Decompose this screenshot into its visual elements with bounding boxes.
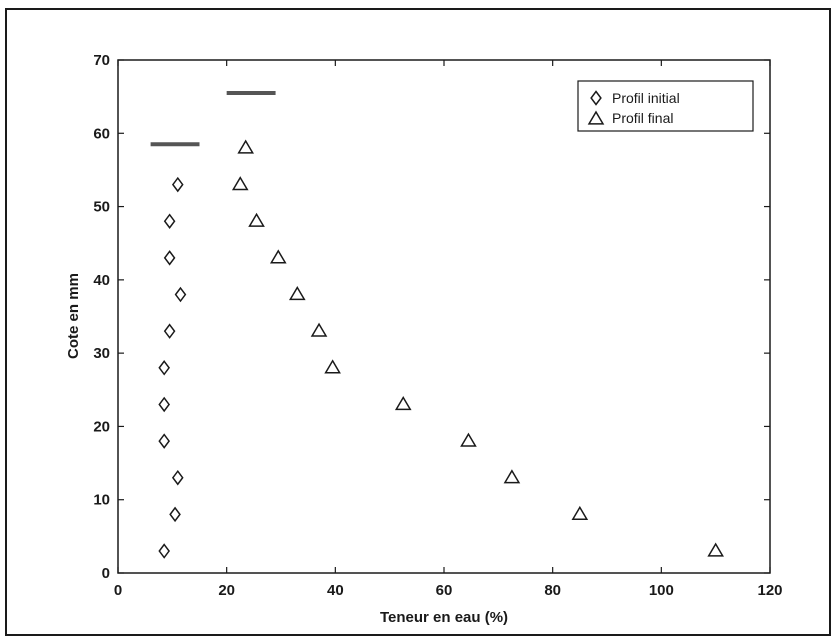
profil-initial-point [158,360,170,376]
legend-label: Profil final [612,110,673,126]
x-tick-label: 40 [327,582,344,599]
profil-initial-point [163,323,176,339]
y-tick-label: 30 [93,345,110,362]
profil-final-point [310,322,328,337]
profil-final-point [269,249,287,264]
data-markers [158,139,724,559]
x-axis-label: Teneur en eau (%) [380,609,508,626]
y-tick-label: 40 [93,272,110,289]
profil-final-point [503,469,521,484]
y-tick-label: 60 [93,125,110,142]
x-tick-label: 0 [114,582,122,599]
profil-final-point [394,395,412,411]
y-tick-label: 10 [93,492,110,509]
profil-final-point [324,359,341,374]
legend-marker-triangle [587,110,605,125]
legend-label: Profil initial [612,90,680,106]
reference-lines [150,90,276,147]
x-tick-label: 120 [757,582,782,599]
profil-initial-point [158,433,170,449]
y-tick-label: 70 [93,52,110,69]
profil-final-point [288,286,306,301]
profil-final-point [460,432,477,447]
profil-final-point [248,212,265,227]
profil-initial-point [158,396,170,413]
profil-initial-point [174,286,187,303]
x-tick-label: 80 [544,582,561,599]
profil-final-point [237,139,254,154]
legend-box [577,80,754,132]
x-axis: 0 20 40 60 80 100 120 [114,60,783,599]
y-tick-label: 20 [93,418,110,435]
profil-initial-point [171,176,184,193]
profil-final-point [571,505,589,521]
y-tick-label: 0 [102,565,110,582]
plot-area [117,59,771,574]
x-tick-label: 60 [436,582,453,599]
y-axis: 0 10 20 30 40 50 60 70 [93,52,770,582]
x-tick-label: 100 [649,582,674,599]
profil-final-point [707,542,724,557]
profil-initial-point [163,213,176,229]
profil-final-point [231,176,249,191]
profil-initial-point [169,506,181,523]
profil-initial-point [163,250,176,266]
profil-initial-point [158,543,170,559]
legend: Profil initial Profil final [577,80,754,132]
y-tick-label: 50 [93,199,110,216]
profil-initial-point [171,469,184,486]
legend-marker-diamond [590,90,602,106]
x-tick-label: 20 [218,582,235,599]
y-axis-label: Cote en mm [65,273,82,359]
